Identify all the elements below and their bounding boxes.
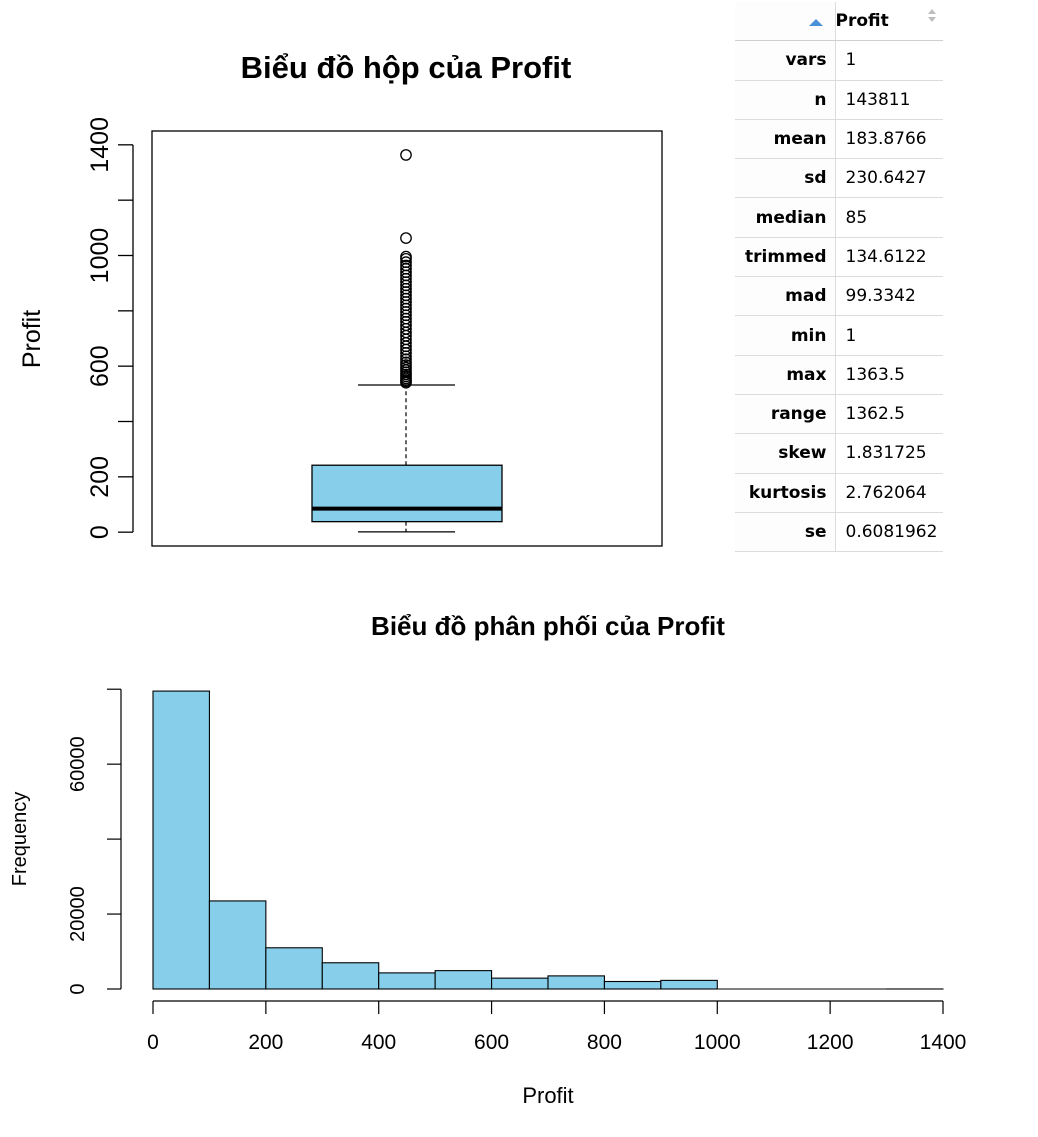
stats-row-mean: mean 183.8766 [735,119,943,160]
stat-value: 2.762064 [835,473,943,513]
boxplot-y-axis: 0 200 600 1000 1400 [86,117,134,539]
boxplot-outliers [400,149,412,389]
outlier-point [400,149,412,161]
boxplot-body [311,384,503,533]
boxplot-y-tick-label: 600 [86,345,114,387]
stats-row-trimmed: trimmed 134.6122 [735,237,943,278]
histogram-x-tick-label: 400 [361,1031,396,1054]
histogram-y-axis: 0 20000 60000 [67,688,122,995]
outlier-point [400,256,412,268]
stats-table-body: vars 1 n 143811 mean 183.8766 sd 230.6427 median… [735,40,943,553]
stat-name: vars [735,40,836,81]
histogram-bar [660,979,718,990]
stat-value: 134.6122 [835,237,943,278]
stat-name: mean [735,119,836,160]
boxplot-y-tick-label: 200 [86,456,114,498]
boxplot-y-tick-label: 1400 [86,117,114,173]
histogram-x-tick-label: 200 [248,1031,283,1054]
histogram-x-tick-label: 0 [147,1031,159,1054]
outlier-point [400,259,412,272]
stats-row-skew: skew 1.831725 [735,433,943,474]
outlier-point [400,356,412,369]
histogram-bars [152,690,944,990]
stat-name: se [735,512,836,553]
histogram-y-label: Frequency [9,792,31,887]
stat-name: min [735,315,836,356]
histogram-bar [547,975,605,990]
histogram-bar [603,980,662,990]
histogram-bar [208,900,267,990]
sort-both-icon[interactable] [927,9,937,25]
stat-value: 0.6081962 [835,512,943,553]
histogram-y-tick-label: 0 [67,983,89,994]
sort-column-header[interactable] [735,2,836,42]
histogram-x-tick-label: 1000 [694,1031,741,1054]
stats-row-se: se 0.6081962 [735,512,943,553]
stat-name: max [735,355,836,395]
stat-value: 85 [835,197,943,238]
box-iqr [311,464,503,523]
stat-name: kurtosis [735,473,836,513]
stat-name: trimmed [735,237,836,278]
outlier-point [400,359,412,371]
histogram-y-tick-label: 60000 [67,736,89,792]
histogram-bar [491,977,549,990]
histogram-x-axis: 0 200 400 600 800 1000 1200 1400 [147,1000,967,1054]
stats-header-row: Profit [735,2,943,42]
histogram-bar [378,972,436,990]
histogram-x-tick-label: 1400 [920,1031,967,1054]
stats-row-range: range 1362.5 [735,394,943,435]
profit-column-header[interactable]: Profit [835,2,943,42]
stat-value: 230.6427 [835,158,943,199]
histogram-title: Biểu đồ phân phối của Profit [371,611,725,641]
boxplot-frame [151,130,663,547]
stat-name: range [735,394,836,435]
outlier-point [400,353,412,366]
boxplot-y-label: Profit [18,310,46,368]
stats-table: Profit vars 1 n 143811 mean 183.8766 sd 230.642… [735,2,943,553]
stat-value: 143811 [835,80,943,120]
stat-name: median [735,197,836,238]
stat-name: n [735,80,836,120]
stat-value: 99.3342 [835,276,943,317]
histogram-bar [434,970,493,990]
stats-row-n: n 143811 [735,80,943,120]
histogram-y-tick-label: 20000 [67,886,89,942]
stat-value: 1.831725 [835,433,943,474]
histogram-bar [152,690,210,990]
histogram-bar [265,947,323,990]
stats-row-mad: mad 99.3342 [735,276,943,317]
histogram-x-tick-label: 600 [474,1031,509,1054]
profit-header-label: Profit [835,11,889,32]
stats-row-max: max 1363.5 [735,355,943,395]
histogram-x-tick-label: 1200 [807,1031,854,1054]
stats-row-median: median 85 [735,197,943,238]
boxplot-y-tick-label: 1000 [86,228,114,284]
stats-row-vars: vars 1 [735,40,943,81]
stats-row-kurtosis: kurtosis 2.762064 [735,473,943,513]
stat-value: 1362.5 [835,394,943,435]
stat-name: skew [735,433,836,474]
histogram-bar [321,962,380,990]
histogram-x-tick-label: 800 [587,1031,622,1054]
boxplot-y-tick-label: 0 [86,525,114,539]
stat-value: 1 [835,40,943,81]
stats-row-sd: sd 230.6427 [735,158,943,199]
outlier-point [400,232,412,244]
stat-value: 1363.5 [835,355,943,395]
boxplot-title: Biểu đồ hộp của Profit [241,50,572,85]
stats-row-min: min 1 [735,315,943,356]
stat-value: 183.8766 [835,119,943,160]
stat-value: 1 [835,315,943,356]
stat-name: mad [735,276,836,317]
histogram-x-label: Profit [522,1083,573,1108]
stat-name: sd [735,158,836,199]
sort-ascending-icon[interactable] [809,19,823,27]
histogram-chart: Biểu đồ phân phối của Profit 0 200 400 600 8… [9,611,967,1108]
boxplot-chart: Biểu đồ hộp của Profit 0 200 600 1000 1400 P… [18,50,663,547]
outlier-point [400,250,412,263]
